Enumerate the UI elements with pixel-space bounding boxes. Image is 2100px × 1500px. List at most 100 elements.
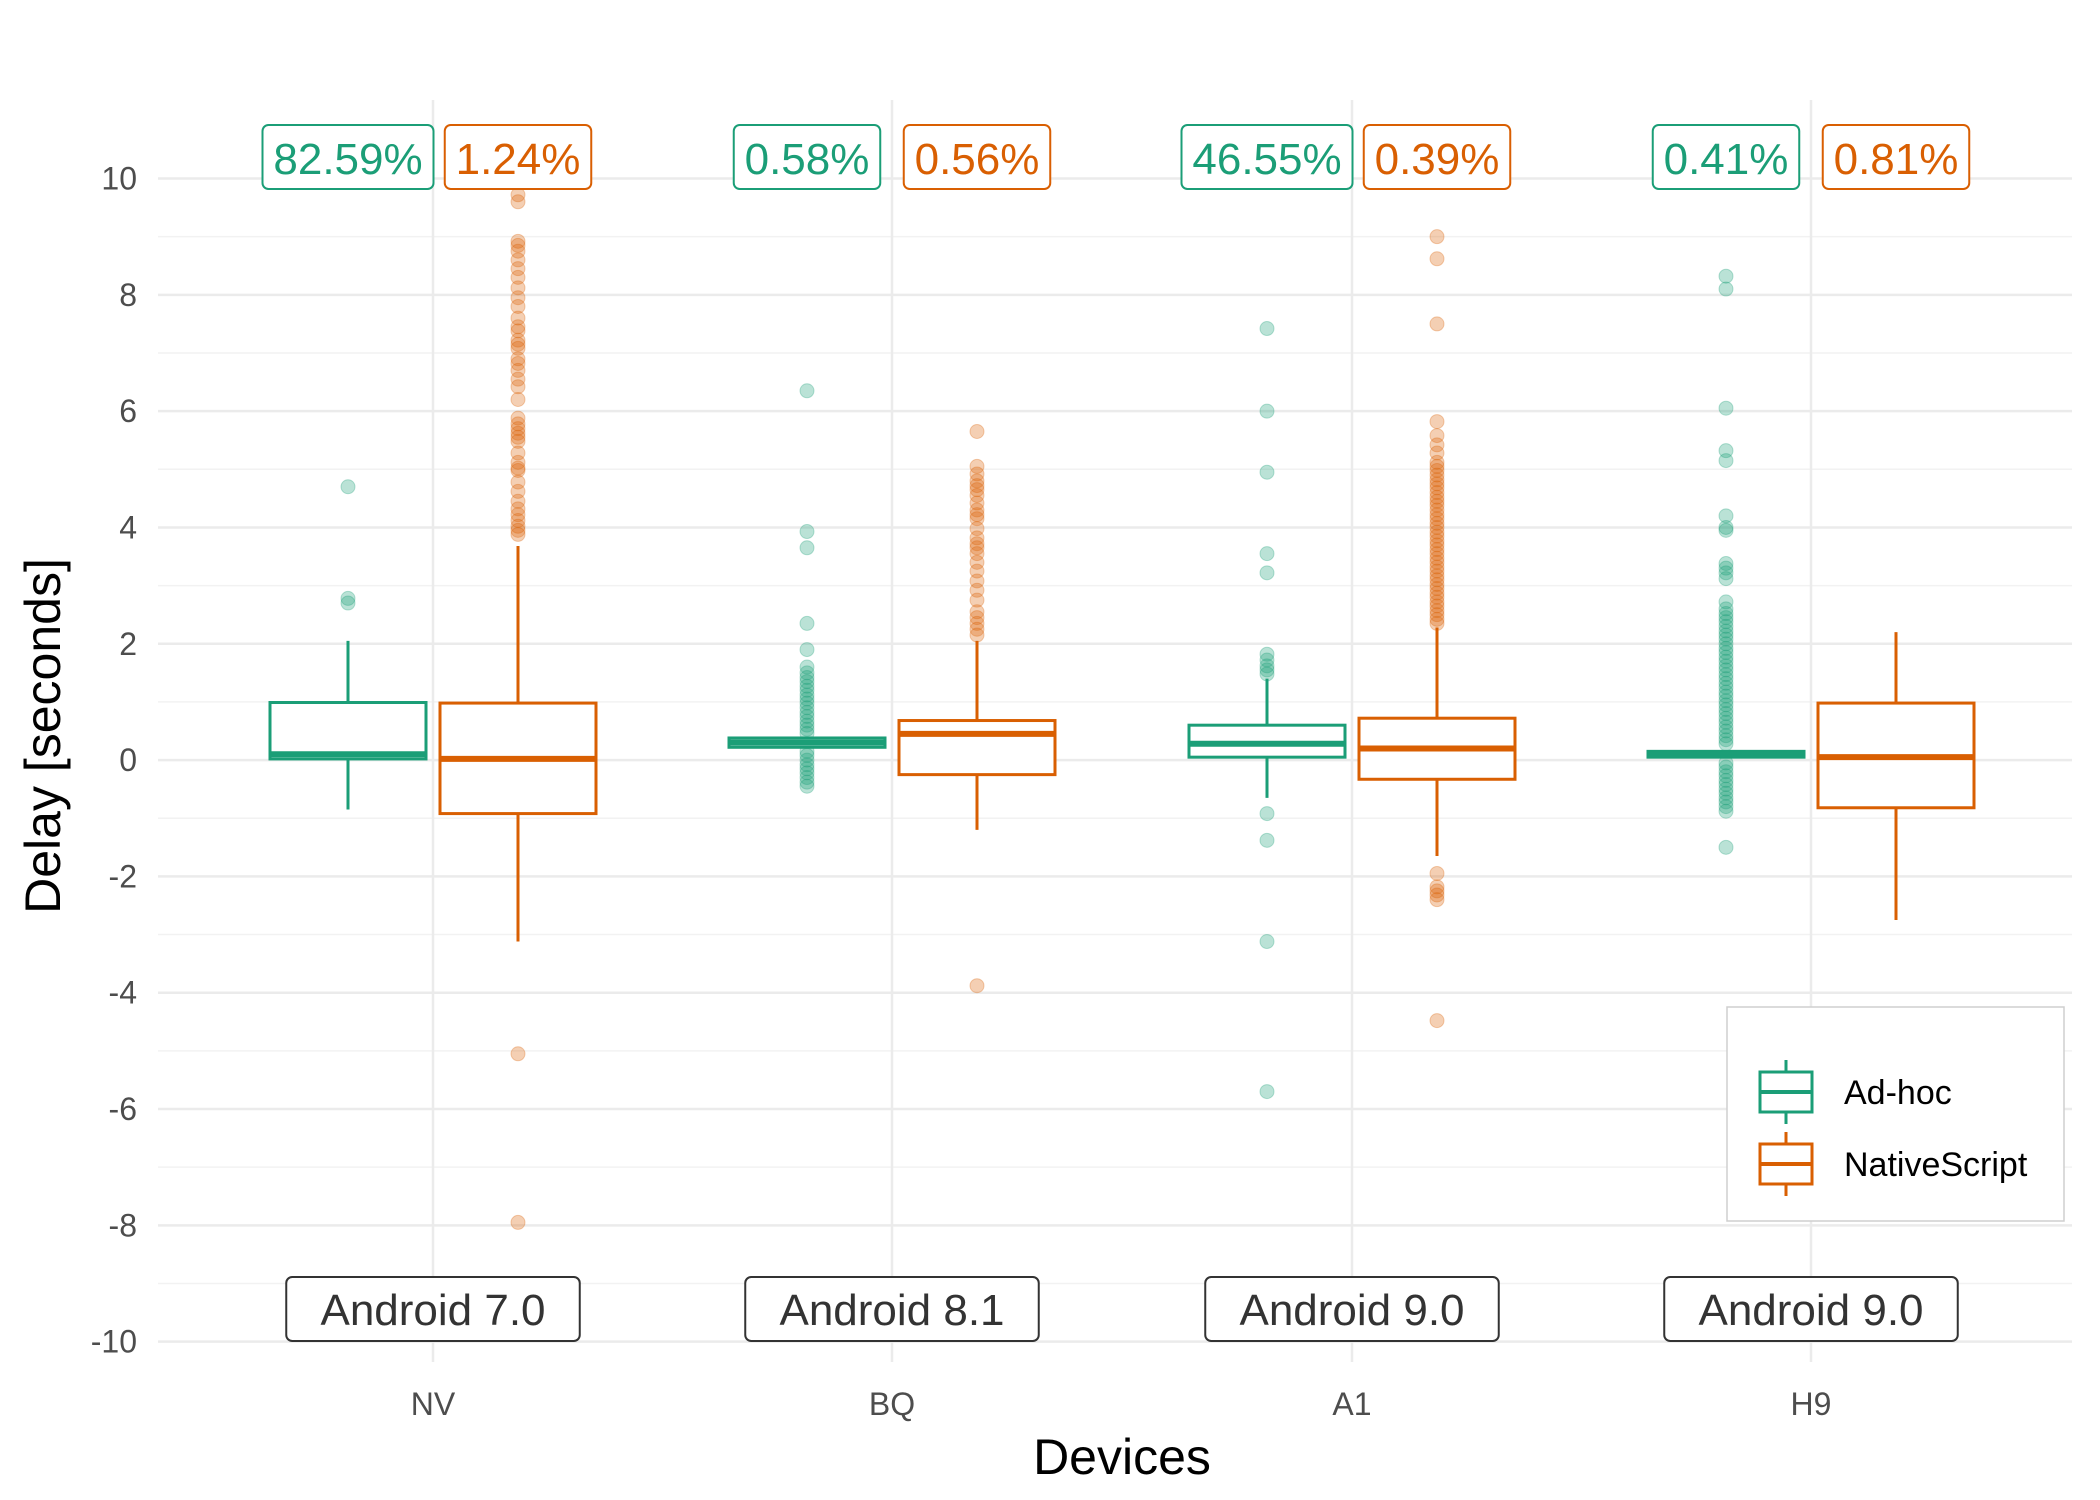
outlier-point	[1718, 777, 1734, 793]
outlier-point	[1718, 803, 1734, 819]
percent-label: 0.58%	[732, 124, 882, 190]
outlier-point	[510, 290, 526, 306]
outlier-point	[799, 695, 815, 711]
outlier-point	[510, 493, 526, 509]
platform-labels: Android 7.0 Android 8.1 Android 9.0 Android…	[285, 1276, 1959, 1342]
outlier-point	[1718, 697, 1734, 713]
outlier-point	[969, 621, 985, 637]
outlier-point	[799, 752, 815, 768]
outlier-point	[799, 642, 815, 658]
outlier-point	[799, 778, 815, 794]
y-tick-label: -2	[109, 858, 137, 894]
outlier-point	[510, 445, 526, 461]
outlier-point	[799, 659, 815, 675]
outlier-point	[799, 615, 815, 631]
outlier-point	[969, 615, 985, 631]
outlier-point	[1429, 594, 1445, 610]
percent-label-text: 1.24%	[456, 135, 581, 184]
y-tick-label: 6	[119, 393, 137, 429]
outlier-point	[1429, 502, 1445, 518]
y-tick-label: 8	[119, 277, 137, 313]
legend-item: NativeScript	[1758, 1132, 2028, 1196]
percent-label: 0.81%	[1821, 124, 1971, 190]
outlier-point	[969, 511, 985, 527]
outlier-point	[510, 310, 526, 326]
outlier-point	[799, 765, 815, 781]
y-tick-label: -8	[109, 1207, 137, 1243]
outlier-points	[340, 187, 1734, 1230]
outlier-point	[1429, 437, 1445, 453]
outlier-point	[969, 521, 985, 537]
outlier-point	[1259, 934, 1275, 950]
x-tick-label: H9	[1791, 1386, 1832, 1422]
outlier-point	[1718, 281, 1734, 297]
legend-item: Ad-hoc	[1758, 1060, 1952, 1124]
platform-label-text: Android 9.0	[1698, 1286, 1923, 1335]
percent-label-text: 0.58%	[745, 135, 870, 184]
percent-label: 0.39%	[1362, 124, 1512, 190]
percent-label-text: 0.41%	[1664, 135, 1789, 184]
outlier-point	[799, 669, 815, 685]
outlier-point	[969, 502, 985, 518]
outlier-point	[1429, 511, 1445, 527]
outlier-point	[1259, 806, 1275, 822]
outlier-point	[969, 573, 985, 589]
outlier-point	[1429, 229, 1445, 245]
outlier-point	[1718, 781, 1734, 797]
percent-label: 46.55%	[1180, 124, 1354, 190]
outlier-point	[799, 757, 815, 773]
outlier-point	[510, 323, 526, 339]
percent-label-text: 82.59%	[273, 135, 422, 184]
outlier-point	[969, 530, 985, 546]
outlier-point	[1429, 497, 1445, 513]
outlier-point	[1429, 428, 1445, 444]
outlier-point	[969, 458, 985, 474]
percent-label-box	[732, 124, 882, 190]
percent-labels: 82.59% 0.58% 46.55% 0.41% 1.24% 0.56% 0.39% 0.8…	[261, 124, 1971, 190]
outlier-point	[510, 454, 526, 470]
outlier-point	[969, 487, 985, 503]
outlier-point	[510, 252, 526, 268]
outlier-point	[969, 473, 985, 489]
x-tick-label: A1	[1332, 1386, 1371, 1422]
outlier-point	[1718, 560, 1734, 576]
outlier-point	[799, 524, 815, 540]
outlier-point	[1429, 542, 1445, 558]
outlier-point	[510, 237, 526, 253]
percent-label-box	[1362, 124, 1512, 190]
outlier-point	[1718, 679, 1734, 695]
outlier-point	[1429, 546, 1445, 562]
outlier-point	[510, 298, 526, 314]
outlier-point	[510, 433, 526, 449]
percent-label-box	[261, 124, 435, 190]
outlier-point	[1718, 565, 1734, 581]
outlier-point	[1259, 546, 1275, 562]
outlier-point	[969, 482, 985, 498]
outlier-point	[1429, 316, 1445, 332]
outlier-point	[1718, 594, 1734, 610]
y-tick-label: 0	[119, 742, 137, 778]
outlier-point	[510, 474, 526, 490]
outlier-point	[510, 460, 526, 476]
outlier-point	[1718, 522, 1734, 538]
y-tick-label: 10	[101, 161, 137, 197]
outlier-point	[1718, 785, 1734, 801]
outlier-point	[1718, 453, 1734, 469]
outlier-point	[510, 355, 526, 371]
percent-label-box	[1821, 124, 1971, 190]
outlier-point	[1718, 667, 1734, 683]
outlier-point	[1718, 644, 1734, 660]
outlier-point	[340, 590, 356, 606]
outlier-point	[1718, 571, 1734, 587]
outlier-point	[1429, 572, 1445, 588]
outlier-point	[510, 261, 526, 277]
outlier-point	[510, 512, 526, 528]
outlier-point	[510, 243, 526, 259]
outlier-point	[510, 410, 526, 426]
outlier-point	[1718, 601, 1734, 617]
outlier-point	[1718, 719, 1734, 735]
outlier-point	[1259, 403, 1275, 419]
outlier-point	[510, 425, 526, 441]
outlier-point	[1718, 736, 1734, 752]
